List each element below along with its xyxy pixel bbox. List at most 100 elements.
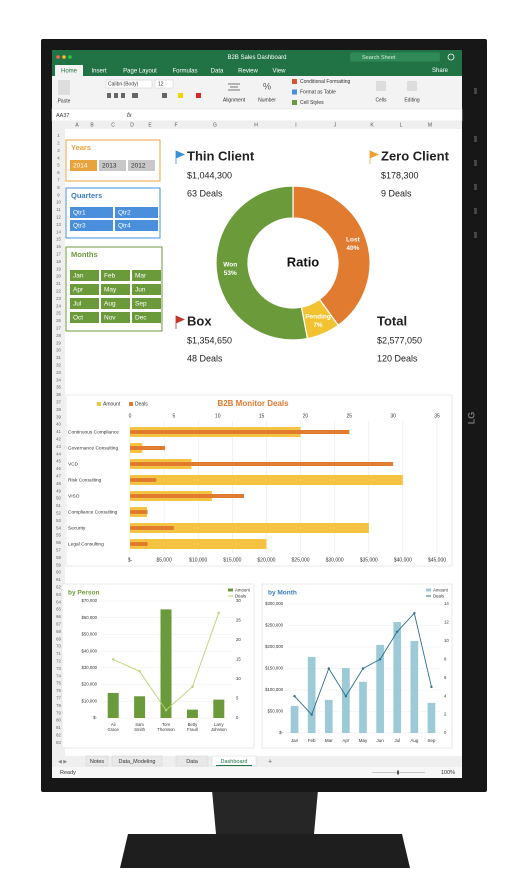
row-number: 38 — [56, 407, 61, 412]
window-minimize[interactable] — [62, 55, 66, 59]
slicer-button[interactable] — [70, 160, 97, 171]
y2-tick-label: 0 — [236, 715, 239, 720]
bar — [130, 446, 166, 450]
slicer-button[interactable] — [115, 207, 158, 218]
paste-icon — [58, 80, 70, 95]
category-label: Legal Consulting — [68, 541, 104, 547]
name-box[interactable]: AA37 — [56, 113, 69, 119]
paste-label[interactable]: Paste — [58, 98, 71, 104]
bar — [130, 462, 394, 466]
slicer-button[interactable] — [101, 298, 130, 309]
slicer-button[interactable] — [132, 312, 161, 323]
row-number: 25 — [56, 311, 61, 316]
row-number: 74 — [56, 673, 61, 678]
ribbon-tab[interactable]: Review — [238, 68, 258, 74]
donut-title: Ratio — [287, 254, 320, 269]
line-point — [396, 630, 399, 633]
cells-label[interactable]: Cells — [375, 97, 387, 103]
legend-label: Amount — [235, 587, 251, 592]
row-number: 73 — [56, 666, 61, 671]
row-number: 33 — [56, 370, 61, 375]
search-box[interactable] — [350, 52, 440, 62]
kpi-deals: 63 Deals — [187, 188, 223, 198]
kpi-label: Zero Client — [381, 148, 450, 163]
row-number: 45 — [56, 459, 61, 464]
slicer-button[interactable] — [132, 298, 161, 309]
sheet-tab[interactable] — [85, 755, 109, 767]
ribbon-tab[interactable]: View — [273, 68, 287, 74]
bar — [130, 526, 174, 530]
ribbon-tab[interactable]: Insert — [91, 68, 106, 74]
sheet-tab-label: Notes — [90, 759, 105, 765]
slicer-button[interactable] — [128, 160, 155, 171]
row-number: 55 — [56, 533, 61, 538]
line-point — [378, 658, 382, 661]
slicer-button[interactable] — [132, 284, 161, 295]
tab-nav[interactable]: ◀ ▶ — [58, 759, 67, 765]
row-number: 50 — [56, 496, 61, 501]
y-tick-label: $200,000 — [265, 644, 284, 649]
bar — [393, 622, 402, 733]
kpi-flag — [369, 150, 379, 164]
line-point — [361, 667, 365, 670]
alignment-label[interactable]: Alignment — [223, 97, 246, 103]
slicer-button[interactable] — [70, 312, 99, 323]
bar — [130, 475, 403, 485]
legend-label: Deals — [235, 593, 246, 598]
editing-label[interactable]: Editing — [404, 97, 420, 103]
y2-tick-label: 25 — [236, 618, 241, 623]
editing-icon — [407, 81, 417, 91]
style-command[interactable]: Cell Styles — [300, 100, 324, 106]
row-number: 11 — [56, 207, 61, 212]
slicer-button[interactable] — [99, 160, 126, 171]
font-name: Calibri (Body) — [108, 82, 139, 88]
row-number: 42 — [56, 437, 61, 442]
row-number: 9 — [57, 192, 60, 197]
style-command[interactable]: Format as Table — [300, 90, 336, 96]
account-icon[interactable] — [447, 53, 455, 61]
slicer-button[interactable] — [132, 270, 161, 281]
row-number: 14 — [56, 229, 61, 234]
y2-tick-label: 12 — [444, 620, 449, 625]
font-size-box[interactable] — [154, 79, 174, 89]
row-number: 29 — [56, 340, 61, 345]
y-tick-label: $150,000 — [265, 666, 284, 671]
slicer-button[interactable] — [70, 220, 113, 231]
ribbon-tab[interactable]: Page Layout — [123, 68, 157, 74]
window-close[interactable] — [56, 55, 60, 59]
slicer-button[interactable] — [70, 298, 99, 309]
slicer-button[interactable] — [101, 270, 130, 281]
kpi-flag — [175, 315, 185, 329]
font-size: 12 — [158, 82, 164, 88]
column-letter: H — [254, 123, 258, 129]
slicer-button[interactable] — [70, 207, 113, 218]
column-letter: E — [148, 123, 152, 129]
style-icon — [292, 79, 297, 84]
ribbon-tab[interactable]: Data — [211, 68, 224, 74]
sheet-tab[interactable] — [175, 755, 209, 767]
sheet-tab[interactable] — [111, 755, 163, 767]
slicer-button[interactable] — [70, 270, 99, 281]
slicer-item: Apr — [73, 287, 84, 294]
slicer-item: Dec — [135, 315, 147, 322]
zoom-thumb[interactable] — [397, 770, 399, 775]
category-label: Governance Consulting — [68, 445, 118, 451]
ribbon-tab[interactable]: Home — [61, 68, 78, 74]
font-box[interactable] — [105, 79, 153, 89]
slicer-button[interactable] — [101, 312, 130, 323]
add-sheet[interactable]: + — [268, 758, 272, 765]
y2-tick-label: 10 — [236, 676, 241, 681]
row-number: 68 — [56, 629, 61, 634]
slicer-button[interactable] — [115, 220, 158, 231]
category-label: Continuous Compliance — [68, 429, 119, 435]
slicer-button[interactable] — [101, 284, 130, 295]
style-command[interactable]: Conditional Formatting — [300, 79, 351, 85]
ribbon-tab[interactable]: Formulas — [172, 68, 197, 74]
slicer-button[interactable] — [70, 284, 99, 295]
number-label[interactable]: Number — [258, 97, 276, 103]
share-button[interactable]: Share — [432, 68, 449, 74]
row-number: 28 — [56, 333, 61, 338]
window-zoom[interactable] — [68, 55, 72, 59]
bar — [130, 494, 245, 498]
row-number: 13 — [56, 222, 61, 227]
